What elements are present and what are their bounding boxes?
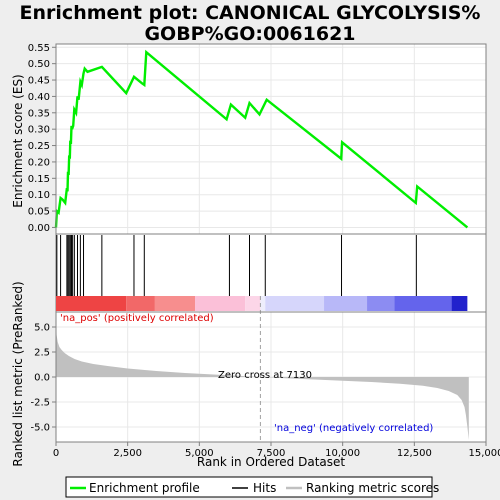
negative-correlated-label: 'na_neg' (negatively correlated): [274, 423, 433, 434]
metric-y-tick-label: 5.0: [34, 323, 50, 334]
colorbar-segment: [195, 296, 246, 311]
metric-y-axis: 5.0 2.5 0.0 -2.5 -5.0: [30, 323, 56, 434]
es-y-tick-label: 0.15: [28, 174, 50, 185]
colorbar-segment: [451, 296, 468, 311]
enrichment-profile-line: [54, 49, 469, 229]
metric-panel: Zero cross at 7130 'na_pos' (positively …: [11, 281, 500, 469]
ranking-metric-area: [56, 319, 469, 440]
es-grid: [56, 44, 486, 234]
zero-cross-label: Zero cross at 7130: [218, 370, 312, 381]
x-tick-label: 15,000: [469, 448, 500, 459]
x-tick-label: 12,500: [397, 448, 432, 459]
metric-y-tick-label: -5.0: [30, 423, 50, 434]
metric-y-tick-label: -2.5: [30, 398, 50, 409]
positive-correlated-label: 'na_pos' (positively correlated): [60, 313, 214, 324]
colorbar-segment: [324, 296, 368, 311]
x-tick-label: 2,500: [113, 448, 142, 459]
x-axis: 0 2,500 5,000 7,500 10,000 12,500 15,000: [53, 442, 500, 459]
colorbar-segment: [245, 296, 261, 311]
chart-subtitle: GOBP%GO:0061621: [144, 23, 355, 45]
es-y-tick-label: 0.35: [28, 108, 50, 119]
colorbar-segment: [265, 296, 325, 311]
legend-enrichment-profile: Enrichment profile: [89, 481, 200, 495]
es-y-tick-label: 0.00: [28, 223, 50, 234]
rank-colorbar: [56, 296, 468, 311]
es-y-label: Enrichment score (ES): [11, 74, 25, 207]
colorbar-segment: [126, 296, 155, 311]
es-y-tick-label: 0.50: [28, 59, 50, 70]
legend-ranking-metric: Ranking metric scores: [306, 481, 439, 495]
x-tick-label: 0: [53, 448, 59, 459]
x-tick-label: 5,000: [185, 448, 214, 459]
es-y-tick-label: 0.30: [28, 125, 50, 136]
es-y-tick-label: 0.25: [28, 141, 50, 152]
legend-box: [65, 476, 433, 498]
es-y-tick-label: 0.05: [28, 207, 50, 218]
legend-hits: Hits: [253, 481, 276, 495]
chart-title: Enrichment plot: CANONICAL GLYCOLYSIS%: [20, 2, 481, 24]
hit-lines: [56, 235, 417, 296]
es-y-tick-label: 0.10: [28, 190, 50, 201]
x-tick-label: 7,500: [257, 448, 286, 459]
colorbar-segment: [154, 296, 196, 311]
colorbar-segment: [367, 296, 395, 311]
metric-y-label: Ranked list metric (PreRanked): [11, 281, 25, 466]
es-y-tick-label: 0.55: [28, 43, 50, 54]
x-tick-label: 10,000: [325, 448, 360, 459]
es-y-tick-label: 0.40: [28, 92, 50, 103]
es-y-tick-label: 0.45: [28, 76, 50, 87]
colorbar-segment: [260, 296, 266, 311]
colorbar-segment: [394, 296, 452, 311]
metric-y-tick-label: 2.5: [34, 348, 50, 359]
x-axis-label: Rank in Ordered Dataset: [197, 455, 345, 469]
legend: Enrichment profile Hits Ranking metric s…: [65, 476, 439, 498]
es-y-tick-label: 0.20: [28, 157, 50, 168]
metric-y-tick-label: 0.0: [34, 373, 50, 384]
es-panel: 0.00 0.05 0.10 0.15 0.20 0.25 0.30 0.35 0.40 0.45…: [11, 43, 487, 235]
hits-panel: [55, 233, 487, 313]
colorbar-segment: [56, 296, 127, 311]
es-y-axis: 0.00 0.05 0.10 0.15 0.20 0.25 0.30 0.35 0.40 0.45…: [28, 43, 56, 234]
